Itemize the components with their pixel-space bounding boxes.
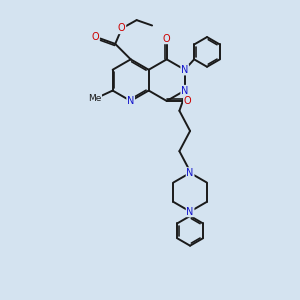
- Text: N: N: [181, 65, 188, 75]
- Text: O: O: [92, 32, 99, 42]
- Text: O: O: [163, 34, 170, 44]
- Text: N: N: [186, 168, 194, 178]
- Text: N: N: [127, 96, 134, 106]
- Text: N: N: [181, 85, 188, 96]
- Text: Me: Me: [88, 94, 101, 103]
- Text: O: O: [118, 23, 126, 33]
- Text: O: O: [184, 96, 191, 106]
- Text: N: N: [186, 206, 194, 217]
